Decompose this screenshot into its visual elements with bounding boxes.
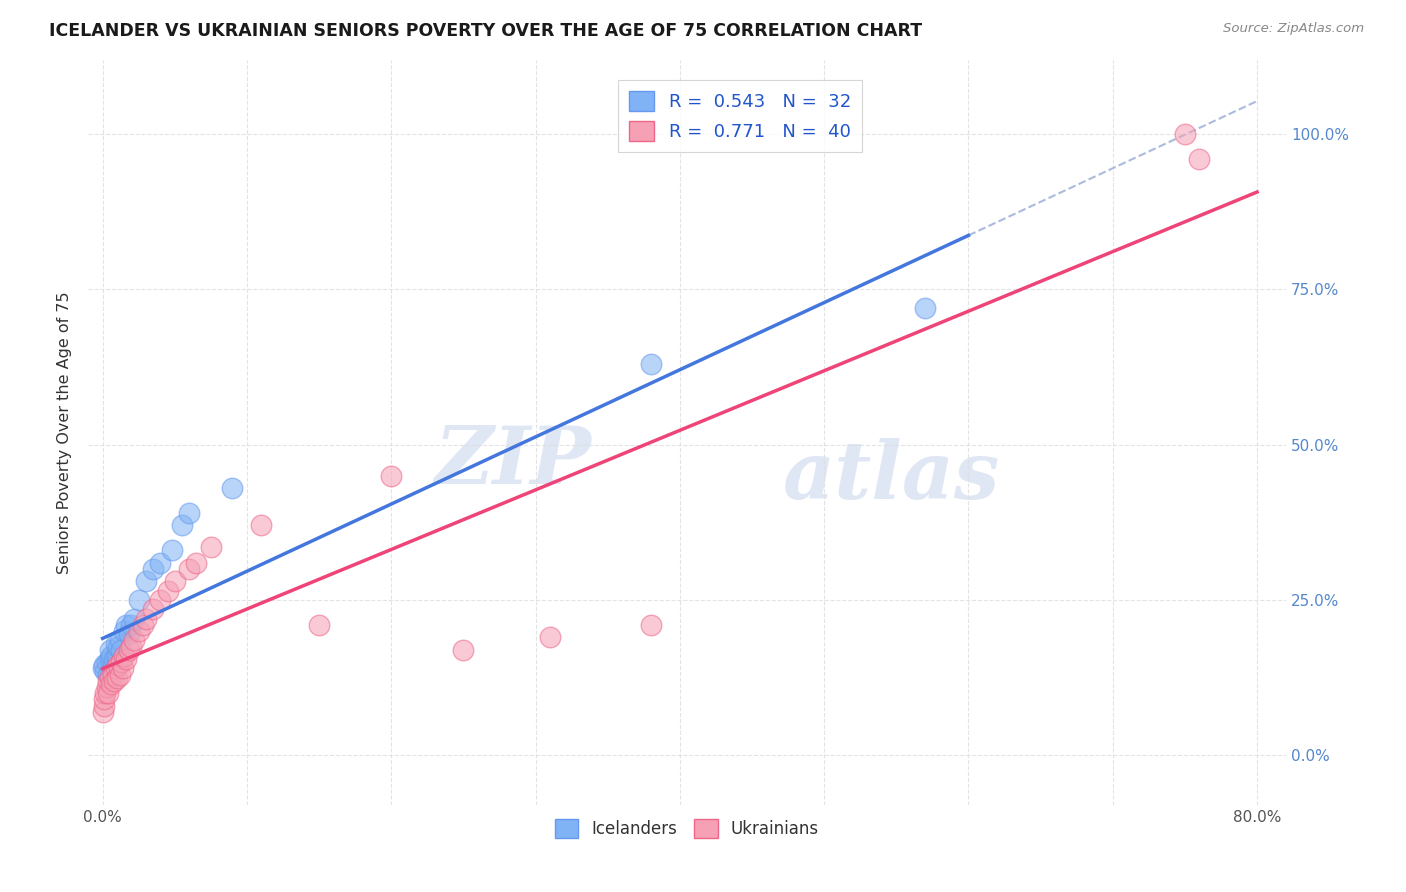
Point	[100, 677, 122, 691]
Point	[250, 518, 273, 533]
Point	[103, 665, 125, 679]
Point	[221, 481, 243, 495]
Point	[186, 556, 208, 570]
Point	[120, 618, 142, 632]
Text: Source: ZipAtlas.com: Source: ZipAtlas.com	[1223, 22, 1364, 36]
Point	[120, 640, 142, 654]
Point	[91, 661, 114, 675]
Point	[380, 468, 402, 483]
Point	[160, 543, 183, 558]
Point	[98, 671, 121, 685]
Point	[112, 648, 135, 663]
Point	[1174, 127, 1197, 141]
Point	[104, 636, 127, 650]
Point	[538, 630, 561, 644]
Point	[93, 698, 115, 713]
Point	[128, 593, 150, 607]
Point	[96, 655, 118, 669]
Point	[96, 680, 118, 694]
Legend: Icelanders, Ukrainians: Icelanders, Ukrainians	[548, 813, 825, 845]
Point	[170, 518, 193, 533]
Point	[104, 661, 127, 675]
Point	[98, 642, 121, 657]
Point	[97, 673, 120, 688]
Point	[107, 658, 129, 673]
Point	[128, 624, 150, 638]
Point	[135, 612, 157, 626]
Point	[114, 652, 136, 666]
Point	[132, 618, 155, 632]
Point	[114, 618, 136, 632]
Point	[111, 661, 134, 675]
Point	[91, 705, 114, 719]
Point	[105, 648, 128, 663]
Point	[1188, 152, 1211, 166]
Point	[156, 583, 179, 598]
Point	[914, 301, 936, 315]
Point	[101, 658, 124, 673]
Point	[97, 667, 120, 681]
Point	[108, 633, 131, 648]
Point	[112, 624, 135, 638]
Point	[640, 618, 662, 632]
Point	[149, 556, 172, 570]
Point	[453, 642, 475, 657]
Point	[124, 633, 146, 648]
Point	[98, 652, 121, 666]
Point	[179, 506, 201, 520]
Point	[93, 658, 115, 673]
Point	[101, 667, 124, 681]
Text: ICELANDER VS UKRAINIAN SENIORS POVERTY OVER THE AGE OF 75 CORRELATION CHART: ICELANDER VS UKRAINIAN SENIORS POVERTY O…	[49, 22, 922, 40]
Point	[163, 574, 186, 589]
Point	[117, 642, 139, 657]
Point	[100, 648, 122, 663]
Point	[105, 655, 128, 669]
Point	[93, 692, 115, 706]
Point	[179, 562, 201, 576]
Point	[117, 627, 139, 641]
Point	[103, 652, 125, 666]
Point	[110, 655, 132, 669]
Text: ZIP: ZIP	[434, 424, 592, 501]
Point	[103, 673, 125, 688]
Point	[124, 612, 146, 626]
Point	[105, 671, 128, 685]
Point	[640, 357, 662, 371]
Point	[94, 686, 117, 700]
Point	[149, 593, 172, 607]
Point	[97, 686, 120, 700]
Point	[94, 665, 117, 679]
Point	[107, 640, 129, 654]
Point	[200, 540, 222, 554]
Text: atlas: atlas	[783, 438, 1000, 516]
Point	[135, 574, 157, 589]
Point	[108, 667, 131, 681]
Point	[110, 642, 132, 657]
Point	[142, 562, 165, 576]
Y-axis label: Seniors Poverty Over the Age of 75: Seniors Poverty Over the Age of 75	[58, 291, 72, 574]
Point	[308, 618, 330, 632]
Point	[142, 602, 165, 616]
